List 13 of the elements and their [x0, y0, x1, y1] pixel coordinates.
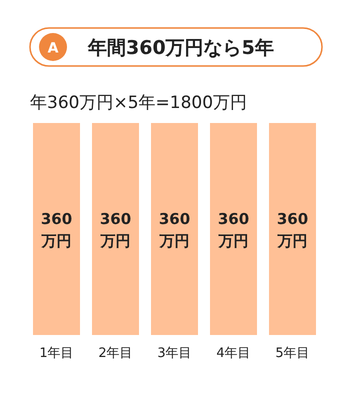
text: A [48, 40, 59, 56]
x-tick-label: 4年目 [216, 346, 251, 361]
chart-subtitle: 年360万円×5年=1800万円 [30, 93, 248, 113]
data-label: 360万円 [276, 210, 308, 250]
data-label: 360万円 [218, 210, 250, 250]
data-label: 360万円 [100, 210, 132, 250]
chart-title: 年間360万円なら5年 [87, 37, 274, 59]
x-tick-label: 2年目 [98, 346, 133, 361]
x-tick-label: 3年目 [157, 346, 192, 361]
x-tick-label: 5年目 [275, 346, 310, 361]
data-label: 360万円 [40, 210, 72, 250]
x-tick-label: 1年目 [39, 346, 74, 361]
data-label: 360万円 [158, 210, 190, 250]
